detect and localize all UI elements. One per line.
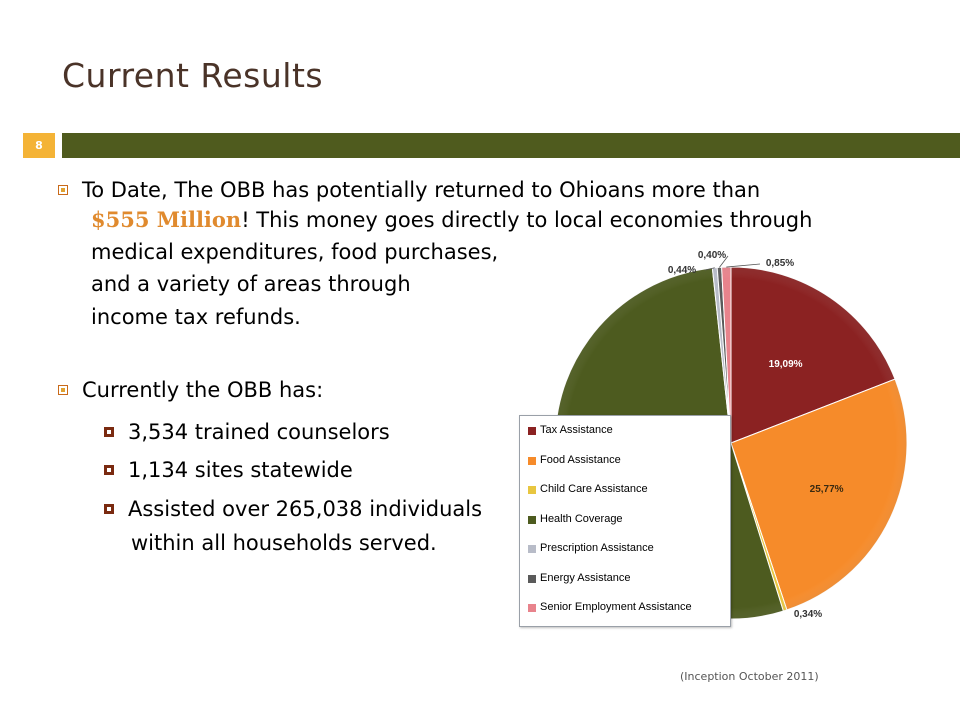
chart-legend: Tax Assistance Food Assistance Child Care …: [519, 415, 731, 627]
header-bar-left: [0, 133, 20, 158]
legend-swatch: [528, 427, 536, 435]
pie-slice-tax-assistance: [730, 266, 896, 444]
bullet-2: Currently the OBB has:: [58, 376, 323, 405]
legend-item: Tax Assistance: [528, 424, 613, 436]
sub-bullet-icon: [104, 427, 114, 437]
bullet-1-line-2: $555 Million! This money goes directly t…: [91, 205, 851, 235]
sub-bullet-2-text: 1,134 sites statewide: [128, 458, 353, 482]
pie-label-energy-assistance: 0,40%: [698, 250, 726, 261]
bullet-1-line-2-rest: ! This money goes directly to local econ…: [241, 208, 813, 232]
pie-leader-line: [719, 255, 729, 268]
legend-label: Health Coverage: [540, 512, 623, 525]
legend-swatch: [528, 486, 536, 494]
money-amount: $555 Million: [91, 207, 242, 232]
slide-title: Current Results: [62, 56, 324, 95]
pie-leader-line: [704, 267, 715, 271]
pie-label-child-care-assistance: 0,34%: [794, 609, 822, 620]
pie-slice-child-care-assistance: [730, 442, 788, 612]
footnote: (Inception October 2011): [680, 670, 819, 683]
legend-swatch: [528, 515, 536, 524]
legend-label: Prescription Assistance: [540, 542, 654, 554]
bullet-1-line-4: and a variety of areas through: [91, 272, 411, 296]
legend-label: Senior Employment Assistance: [540, 601, 692, 613]
sub-bullet-3: Assisted over 265,038 individuals: [104, 495, 482, 524]
sub-bullet-2: 1,134 sites statewide: [104, 456, 353, 485]
bullet-1-line-3: medical expenditures, food purchases,: [91, 240, 499, 264]
bullet-2-text: Currently the OBB has:: [82, 378, 324, 402]
sub-bullet-3-line-1: Assisted over 265,038 individuals: [128, 497, 483, 521]
pie-label-prescription-assistance: 0,44%: [668, 265, 696, 276]
legend-item: Food Assistance: [528, 453, 621, 466]
legend-item: Health Coverage: [528, 512, 623, 525]
sub-bullet-1-text: 3,534 trained counselors: [128, 420, 390, 444]
legend-item: Energy Assistance: [528, 571, 631, 584]
legend-item: Senior Employment Assistance: [528, 601, 692, 613]
bullet-1-line-5: income tax refunds.: [91, 305, 301, 329]
bullet-1: To Date, The OBB has potentially returne…: [58, 176, 818, 205]
header-bar: 8: [0, 133, 960, 158]
sub-bullet-icon: [104, 465, 114, 475]
pie-label-senior-employment-assistance: 0,85%: [766, 258, 794, 269]
legend-swatch: [528, 456, 536, 465]
pie-label-tax-assistance: 19,09%: [769, 359, 803, 370]
bullet-square-icon: [58, 185, 68, 195]
legend-swatch: [528, 604, 536, 612]
legend-label: Child Care Assistance: [540, 483, 648, 495]
bullet-1-line-1: To Date, The OBB has potentially returne…: [82, 178, 761, 202]
legend-item: Child Care Assistance: [528, 483, 648, 495]
sub-bullet-3-line-2: within all households served.: [131, 531, 437, 555]
pie-label-food-assistance: 25,77%: [810, 484, 844, 495]
legend-swatch: [528, 545, 536, 553]
pie-slice-food-assistance: [730, 378, 908, 611]
pie-leader-line: [726, 263, 761, 268]
bullet-square-icon: [58, 385, 68, 395]
legend-label: Tax Assistance: [540, 424, 613, 436]
header-bar-main: [62, 133, 960, 158]
sub-bullet-1: 3,534 trained counselors: [104, 418, 390, 447]
slide-number: 8: [23, 133, 55, 158]
legend-swatch: [528, 574, 536, 583]
legend-label: Food Assistance: [540, 453, 621, 466]
legend-label: Energy Assistance: [540, 571, 631, 584]
sub-bullet-icon: [104, 504, 114, 514]
legend-item: Prescription Assistance: [528, 542, 654, 554]
